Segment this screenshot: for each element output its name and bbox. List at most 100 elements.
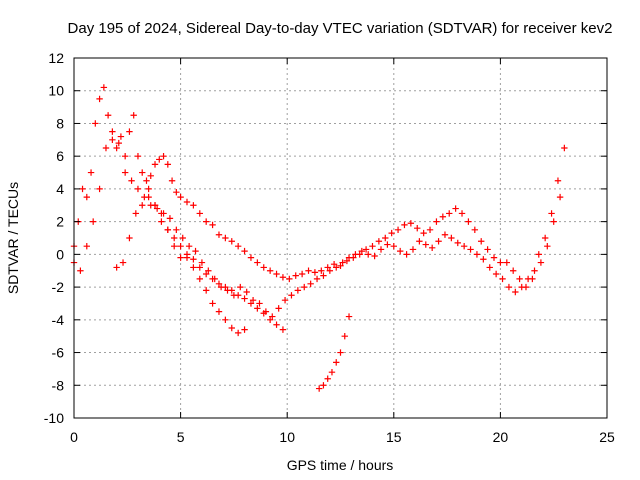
series-track-a	[70, 84, 568, 291]
data-point	[179, 234, 186, 242]
data-point	[145, 185, 152, 193]
data-point	[294, 287, 302, 294]
data-point	[109, 128, 116, 135]
y-tick-label: -10	[44, 410, 64, 426]
y-tick-label: 4	[56, 181, 64, 197]
data-point	[115, 139, 122, 147]
data-point	[247, 254, 255, 261]
data-point	[467, 246, 474, 253]
data-point	[117, 133, 125, 140]
data-point	[96, 95, 103, 103]
data-point	[171, 234, 178, 242]
data-point	[375, 238, 383, 245]
data-point	[339, 259, 346, 266]
data-point	[328, 368, 336, 376]
data-point	[471, 226, 479, 234]
data-point	[388, 229, 395, 237]
data-point	[190, 256, 197, 263]
data-point	[311, 269, 319, 276]
x-axis-label: GPS time / hours	[287, 457, 394, 473]
data-point	[171, 242, 178, 250]
chart-title: Day 195 of 2024, Sidereal Day-to-day VTE…	[68, 20, 613, 37]
y-tick-label: -4	[52, 312, 65, 328]
data-point	[260, 264, 267, 271]
data-point	[556, 193, 564, 201]
data-point	[126, 128, 133, 135]
data-point	[439, 213, 447, 220]
data-point	[403, 251, 410, 258]
y-tick-label: 12	[48, 50, 64, 66]
data-point	[92, 120, 99, 127]
data-point	[486, 264, 493, 271]
data-point	[307, 280, 314, 288]
data-point	[109, 136, 116, 144]
data-point	[531, 267, 538, 274]
x-tick-label: 20	[493, 429, 509, 445]
data-point	[83, 193, 90, 201]
data-point	[196, 275, 203, 283]
data-point	[377, 246, 385, 253]
data-point	[156, 156, 163, 163]
data-point	[228, 287, 235, 294]
data-point	[320, 272, 327, 279]
data-point	[160, 152, 167, 160]
data-point	[77, 267, 84, 274]
series-track-d	[145, 185, 248, 337]
data-point	[121, 169, 129, 176]
data-point	[512, 288, 519, 296]
data-point	[139, 169, 146, 176]
data-point	[209, 221, 216, 229]
data-point	[134, 185, 142, 193]
data-point	[394, 226, 402, 234]
data-point	[298, 270, 306, 278]
data-point	[554, 177, 562, 184]
data-point	[228, 324, 235, 332]
data-point	[126, 234, 133, 242]
plot-frame	[73, 57, 608, 419]
data-point	[524, 275, 532, 283]
data-point	[113, 264, 120, 271]
data-point	[183, 198, 191, 206]
data-point	[518, 283, 525, 291]
data-point	[435, 238, 442, 245]
data-point	[83, 242, 90, 250]
data-point	[509, 267, 517, 274]
data-point	[369, 242, 376, 250]
data-point	[365, 251, 372, 258]
data-point	[279, 326, 287, 333]
data-point	[102, 144, 110, 152]
data-point	[345, 254, 353, 261]
data-point	[153, 205, 161, 212]
series-track-b	[70, 128, 564, 320]
data-point	[279, 274, 287, 281]
data-point	[269, 313, 276, 320]
data-point	[202, 218, 210, 225]
data-point	[371, 252, 378, 260]
data-point	[209, 275, 216, 283]
data-point	[318, 267, 325, 274]
data-point	[87, 169, 95, 176]
data-point	[333, 264, 340, 271]
data-point	[151, 202, 159, 209]
data-point	[243, 288, 250, 296]
data-point	[333, 359, 340, 366]
data-point	[241, 326, 248, 333]
data-point	[337, 262, 344, 270]
y-tick-label: 6	[56, 148, 64, 164]
data-point	[190, 264, 197, 271]
data-point	[128, 177, 135, 184]
data-point	[132, 210, 140, 217]
x-tick-label: 25	[599, 429, 615, 445]
data-point	[190, 202, 197, 209]
data-point	[158, 210, 165, 217]
data-point	[352, 251, 359, 258]
data-point	[241, 247, 248, 255]
data-point	[305, 267, 312, 274]
data-point	[158, 218, 165, 225]
data-point	[196, 210, 203, 217]
data-point	[407, 220, 415, 227]
data-point	[313, 275, 321, 283]
data-point	[465, 218, 472, 225]
data-point	[324, 375, 331, 382]
data-point	[247, 300, 255, 307]
